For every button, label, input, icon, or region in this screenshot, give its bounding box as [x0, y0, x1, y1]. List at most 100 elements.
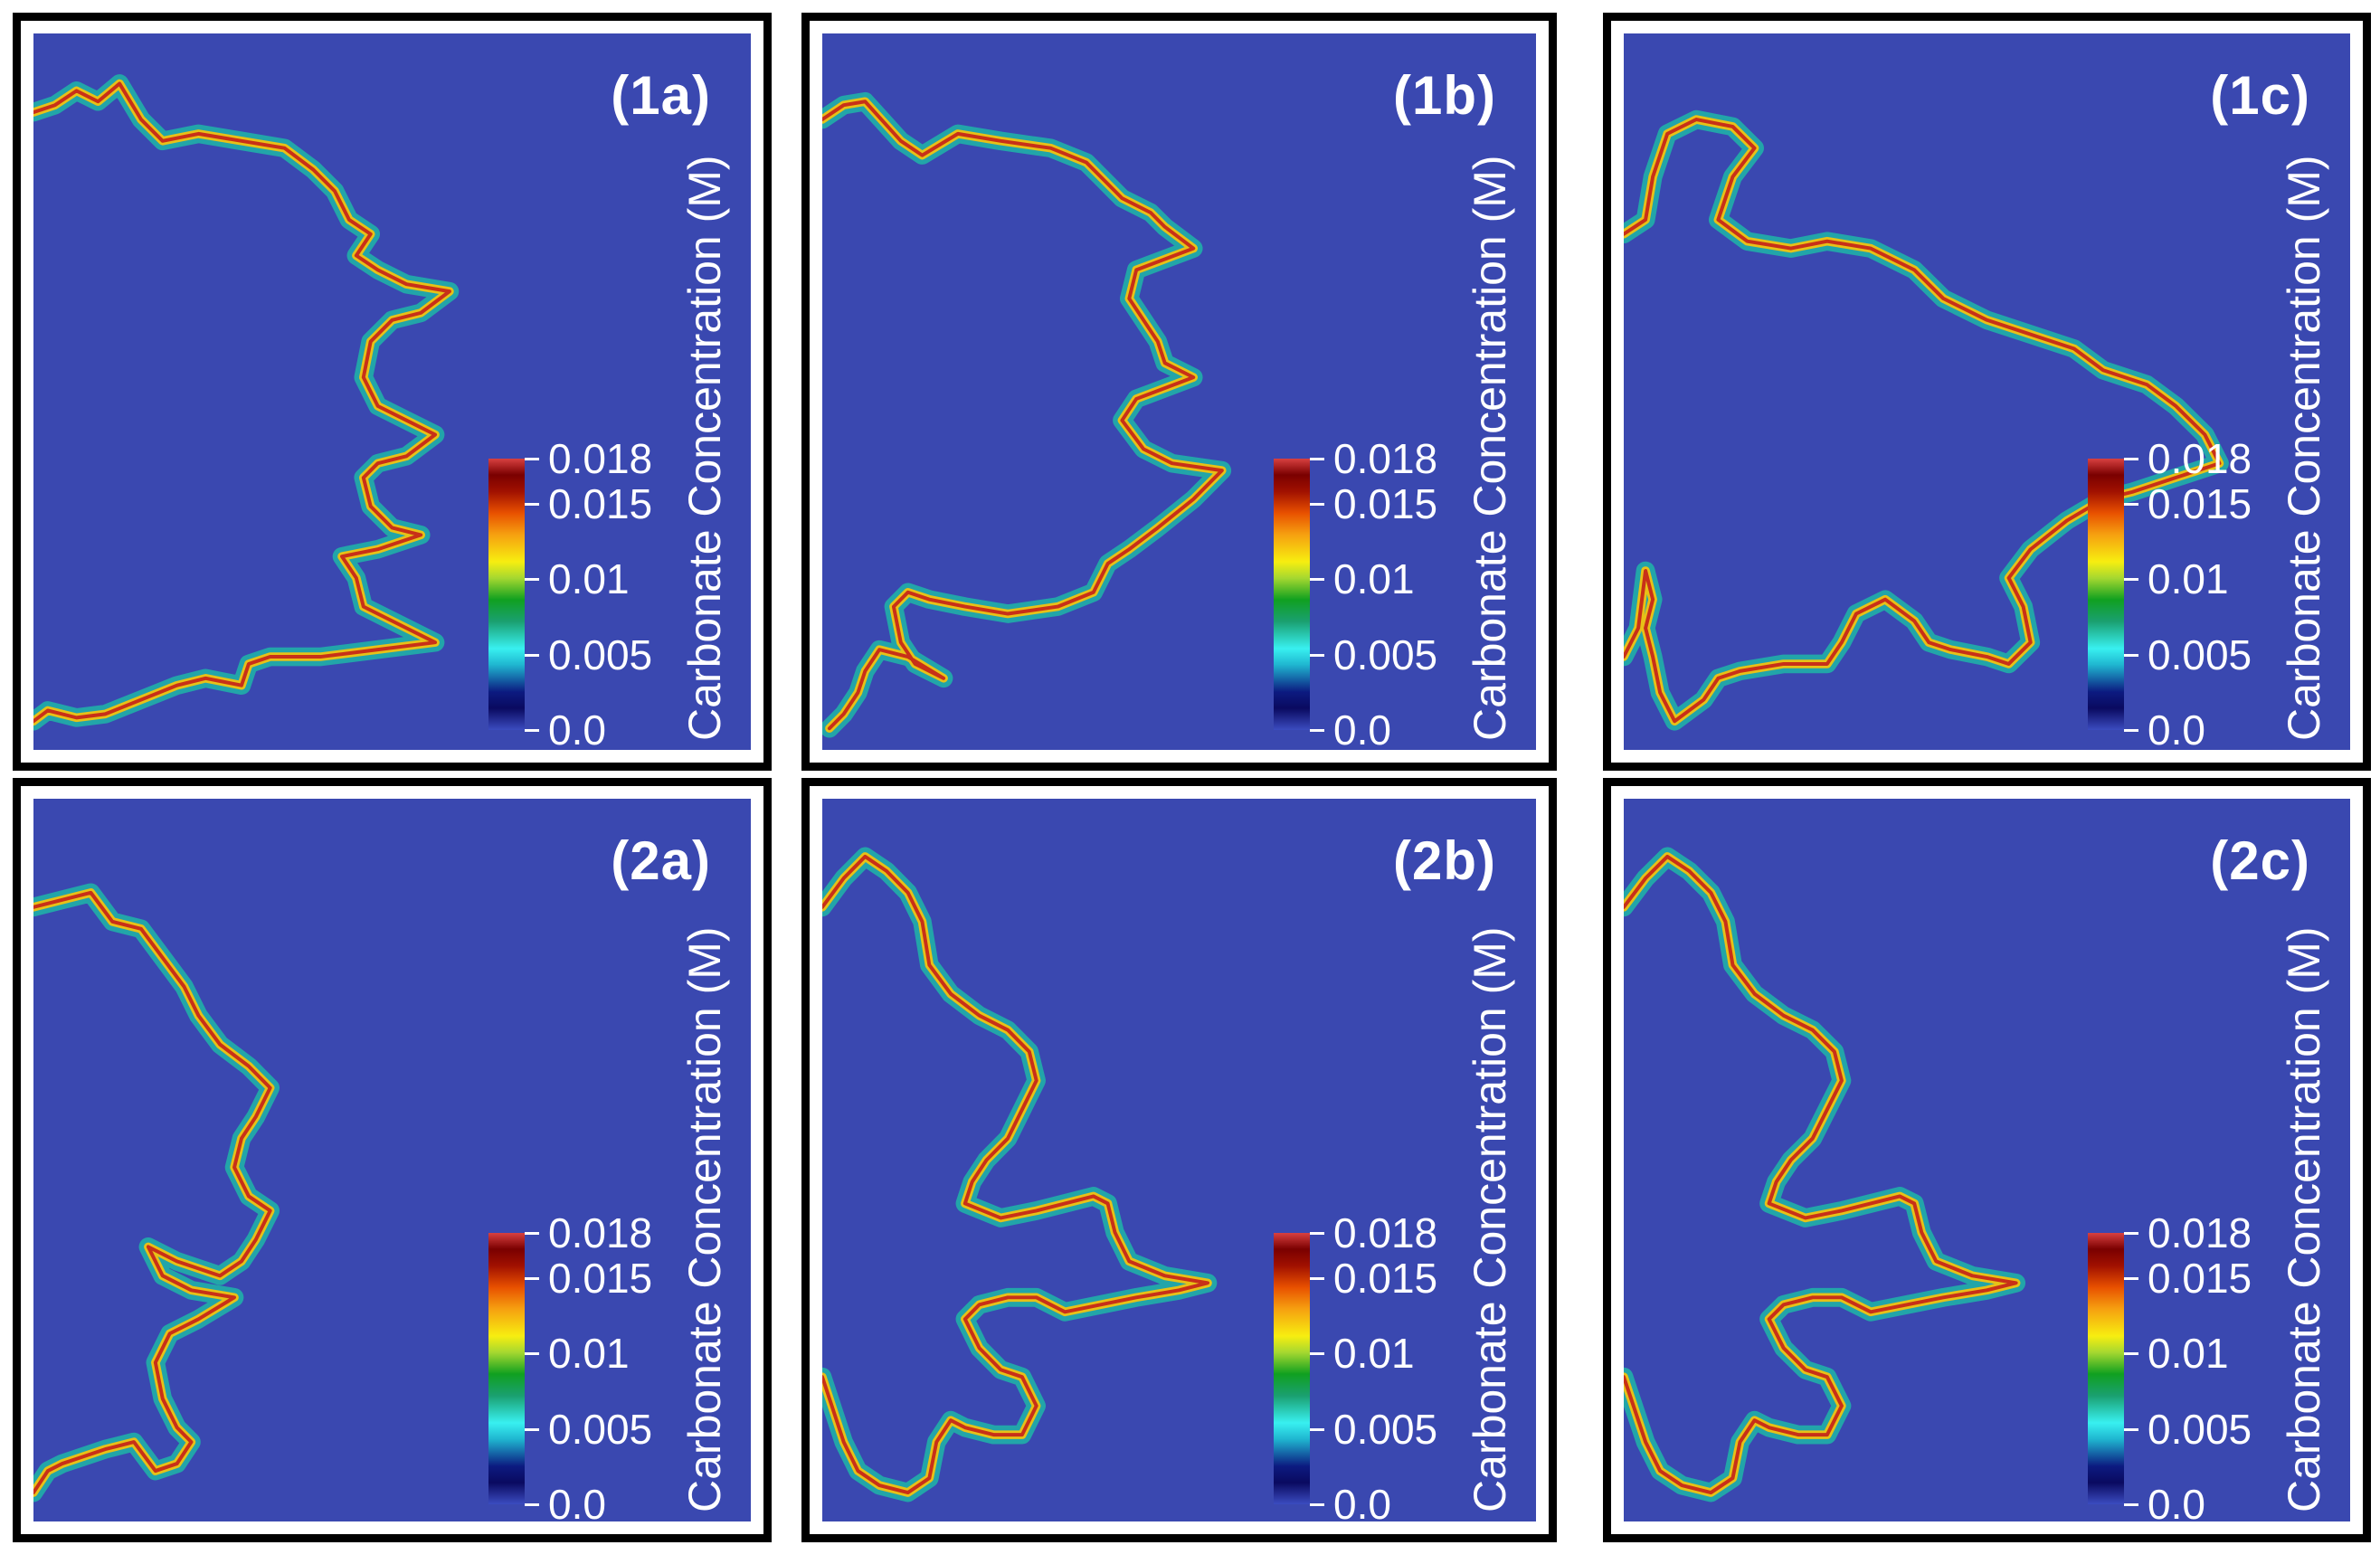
panel-label: (2b) [1393, 830, 1496, 891]
front-layer-0 [1624, 847, 2026, 1502]
colorbar-tick-label: 0.005 [2148, 1405, 2252, 1453]
colorbar-tick [1310, 1503, 1324, 1506]
reaction-front [822, 91, 1232, 738]
colorbar-tick [525, 578, 539, 582]
colorbar-tick-label: 0.01 [1333, 555, 1415, 603]
colorbar-tick-label: 0.018 [548, 1209, 653, 1256]
front-layer-0 [33, 883, 280, 1502]
colorbar-tick [1310, 458, 1324, 460]
colorbar-tick-label: 0.015 [1333, 1255, 1438, 1302]
concentration-field: (2c) 0.018 0.015 0.01 0.005 0.0 Carbonate Conc… [1624, 799, 2350, 1521]
colorbar [1274, 1233, 1310, 1504]
colorbar-tick [1310, 1277, 1324, 1280]
colorbar-tick-label: 0.01 [1333, 1330, 1415, 1378]
panel-label: (2a) [611, 830, 711, 891]
panel-label: (1a) [611, 65, 711, 126]
panel-2c: (2c) 0.018 0.015 0.01 0.005 0.0 Carbonate Conc… [1603, 778, 2371, 1542]
colorbar-tick-label: 0.015 [1333, 480, 1438, 527]
colorbar-tick [2124, 653, 2138, 657]
front-layer-2 [822, 100, 1224, 731]
colorbar-title: Carbonate Concentration (M) [679, 155, 730, 741]
reaction-front [33, 883, 280, 1502]
colorbar-tick-label: 0.005 [548, 1405, 653, 1453]
colorbar-tick-label: 0.0 [548, 1481, 606, 1521]
colorbar [2088, 1233, 2124, 1504]
front-layer-1 [1624, 852, 2021, 1497]
colorbar-tick [1310, 729, 1324, 732]
colorbar-tick-label: 0.0 [1333, 1481, 1391, 1521]
colorbar-tick-label: 0.005 [548, 630, 653, 678]
colorbar-tick [525, 1277, 539, 1280]
colorbar-tick-label: 0.015 [548, 480, 653, 527]
colorbar-tick-label: 0.0 [1333, 706, 1391, 750]
colorbar-tick [2124, 1503, 2138, 1506]
colorbar-tick-label: 0.018 [2148, 1209, 2252, 1256]
colorbar-tick [2124, 458, 2138, 460]
colorbar-tick [1310, 1352, 1324, 1356]
panel-2b: (2b) 0.018 0.015 0.01 0.005 0.0 Carbonate Conc… [801, 778, 1557, 1542]
concentration-field: (2a) 0.018 0.015 0.01 0.005 0.0 Carbonate Conc… [33, 799, 751, 1521]
colorbar-title: Carbonate Concentration (M) [1465, 155, 1515, 741]
colorbar-tick [525, 653, 539, 657]
concentration-field: (2b) 0.018 0.015 0.01 0.005 0.0 Carbonate Conc… [822, 799, 1536, 1521]
front-layer-2 [1624, 854, 2018, 1495]
colorbar-tick [2124, 503, 2138, 506]
colorbar-tick [525, 1503, 539, 1506]
front-layer-0 [33, 74, 460, 731]
colorbar-tick [525, 1232, 539, 1235]
colorbar-tick [1310, 578, 1324, 582]
colorbar-tick [525, 1427, 539, 1431]
colorbar-tick-label: 0.015 [548, 1255, 653, 1302]
colorbar-tick [2124, 1427, 2138, 1431]
colorbar [488, 1233, 525, 1504]
colorbar-tick [525, 1352, 539, 1356]
front-layer-1 [822, 852, 1212, 1497]
front-layer-1 [33, 888, 275, 1497]
colorbar-tick [525, 729, 539, 732]
panel-1c: (1c) 0.018 0.015 0.01 0.005 0.0 Carbonate Conc… [1603, 13, 2371, 771]
colorbar-title: Carbonate Concentration (M) [679, 926, 730, 1512]
colorbar-tick-label: 0.01 [548, 1330, 630, 1378]
colorbar [1274, 459, 1310, 730]
reaction-front [1624, 109, 2229, 731]
colorbar-tick [2124, 729, 2138, 732]
colorbar [2088, 459, 2124, 730]
colorbar-tick-label: 0.0 [2148, 706, 2205, 750]
colorbar-tick-label: 0.01 [2148, 555, 2229, 603]
colorbar-tick [2124, 1232, 2138, 1235]
front-layer-1 [822, 97, 1227, 733]
colorbar-tick-label: 0.018 [1333, 1209, 1438, 1256]
colorbar-tick [2124, 578, 2138, 582]
concentration-field: (1c) 0.018 0.015 0.01 0.005 0.0 Carbonate Conc… [1624, 33, 2350, 750]
front-layer-0 [822, 91, 1232, 738]
colorbar-tick-label: 0.0 [548, 706, 606, 750]
panel-1a: (1a) 0.018 0.015 0.01 0.005 0.0 Carbonate Conc… [13, 13, 772, 771]
reaction-front [822, 847, 1218, 1502]
colorbar-tick [1310, 653, 1324, 657]
colorbar-tick-label: 0.018 [2148, 435, 2252, 482]
colorbar-tick [525, 503, 539, 506]
colorbar-tick-label: 0.018 [548, 435, 653, 482]
front-layer-2 [822, 854, 1210, 1495]
front-layer-2 [33, 890, 272, 1495]
colorbar-title: Carbonate Concentration (M) [2279, 155, 2329, 741]
reaction-front [33, 74, 460, 731]
panel-label: (1c) [2210, 65, 2310, 126]
colorbar-tick [2124, 1277, 2138, 1280]
panel-label: (2c) [2210, 830, 2310, 891]
colorbar-tick [1310, 503, 1324, 506]
colorbar-tick-label: 0.01 [548, 555, 630, 603]
reaction-front [1624, 847, 2026, 1502]
colorbar-tick [1310, 1232, 1324, 1235]
colorbar-tick-label: 0.01 [2148, 1330, 2229, 1378]
colorbar-tick-label: 0.005 [2148, 630, 2252, 678]
colorbar [488, 459, 525, 730]
concentration-field: (1b) 0.018 0.015 0.01 0.005 0.0 Carbonate Conc… [822, 33, 1536, 750]
colorbar-tick-label: 0.005 [1333, 1405, 1438, 1453]
front-layer-2 [33, 81, 451, 724]
colorbar-tick [1310, 1427, 1324, 1431]
colorbar-tick [2124, 1352, 2138, 1356]
panel-1b: (1b) 0.018 0.015 0.01 0.005 0.0 Carbonate Conc… [801, 13, 1557, 771]
colorbar-tick-label: 0.018 [1333, 435, 1438, 482]
